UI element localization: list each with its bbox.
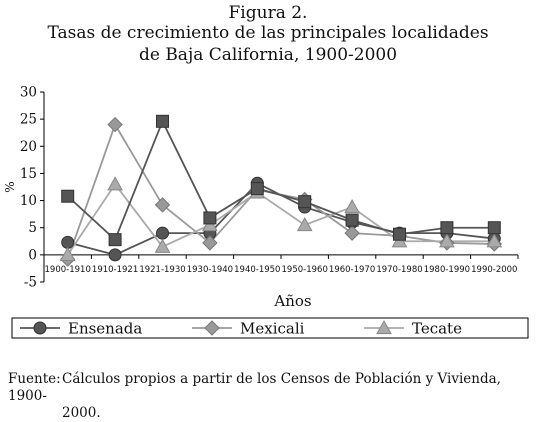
x-tick-label: 1960-1970 bbox=[329, 265, 375, 275]
x-tick-label: 1990-2000 bbox=[471, 265, 517, 275]
data-point-tecate bbox=[154, 238, 171, 253]
series-line-tecate bbox=[66, 182, 495, 256]
x-tick-label: 1930-1940 bbox=[187, 265, 233, 275]
data-point-series-4 bbox=[203, 211, 217, 225]
data-point-tecate bbox=[296, 216, 313, 232]
x-axis-title: Años bbox=[273, 292, 311, 310]
series-line-mexicali bbox=[66, 122, 495, 260]
data-point-mexicali bbox=[107, 116, 123, 133]
chart-title-line2: de Baja California, 1900-2000 bbox=[138, 45, 398, 65]
data-point-series-4 bbox=[156, 114, 169, 128]
data-point-ensenada bbox=[108, 248, 122, 262]
x-tick-label: 1950-1960 bbox=[282, 265, 328, 275]
source-label: Fuente: bbox=[8, 371, 61, 387]
data-point-series-4 bbox=[250, 182, 264, 196]
data-point-tecate bbox=[344, 199, 360, 214]
legend-marker-tecate bbox=[376, 319, 392, 335]
legend-label-tecate: Tecate bbox=[412, 320, 462, 338]
x-tick-label: 1900-1910 bbox=[45, 265, 91, 275]
legend-label-mexicali: Mexicali bbox=[240, 320, 305, 338]
data-point-ensenada bbox=[156, 226, 169, 240]
y-tick-label: 15 bbox=[20, 166, 37, 182]
x-tick-label: 1970-1980 bbox=[376, 265, 422, 275]
data-point-tecate bbox=[486, 233, 503, 248]
data-point-mexicali bbox=[344, 225, 360, 241]
data-point-series-4 bbox=[487, 221, 501, 235]
source-text-line2: 2000. bbox=[62, 405, 101, 421]
data-point-series-4 bbox=[345, 213, 359, 227]
data-point-series-4 bbox=[440, 221, 454, 235]
data-point-mexicali bbox=[154, 197, 171, 213]
legend-box bbox=[11, 317, 529, 339]
series-line-series-4 bbox=[67, 119, 495, 242]
x-tick-label: 1910-1921 bbox=[92, 265, 138, 275]
legend-marker-mexicali bbox=[204, 320, 220, 336]
x-tick-label: 1980-1990 bbox=[424, 265, 470, 275]
data-point-tecate bbox=[107, 176, 123, 191]
y-tick-label: 10 bbox=[20, 193, 37, 209]
y-tick-label: 5 bbox=[28, 220, 37, 236]
y-axis-title: % bbox=[3, 181, 17, 192]
data-point-series-4 bbox=[298, 195, 312, 209]
y-tick-label: -5 bbox=[24, 275, 37, 291]
data-point-series-4 bbox=[61, 189, 75, 203]
data-point-tecate bbox=[59, 246, 76, 261]
data-point-mexicali bbox=[202, 235, 218, 251]
line-chart: 30 25 20 15 10 5 0 -5 1900-1910 1910-1921 1921-193… bbox=[3, 85, 529, 339]
y-tick-label: 25 bbox=[20, 112, 37, 128]
data-point-series-4 bbox=[108, 233, 122, 247]
data-point-series-4 bbox=[393, 227, 406, 241]
x-tick-label: 1921-1930 bbox=[139, 265, 185, 275]
source-text-line1: Cálculos propios a partir de los Censos … bbox=[8, 371, 501, 404]
y-tick-label: 30 bbox=[20, 85, 37, 101]
figure-label: Figura 2. bbox=[228, 3, 308, 23]
y-tick-label: 20 bbox=[20, 139, 37, 155]
chart-title-line1: Tasas de crecimiento de las principales … bbox=[47, 23, 489, 43]
x-tick-label: 1940-1950 bbox=[234, 265, 280, 275]
data-point-ensenada bbox=[61, 235, 75, 249]
y-tick-label: 0 bbox=[28, 247, 37, 263]
legend-label-ensenada: Ensenada bbox=[68, 320, 142, 338]
data-point-tecate bbox=[439, 233, 455, 248]
legend-marker-ensenada bbox=[33, 321, 47, 335]
source-note: Fuente:Cálculos propios a partir de los … bbox=[8, 371, 530, 422]
